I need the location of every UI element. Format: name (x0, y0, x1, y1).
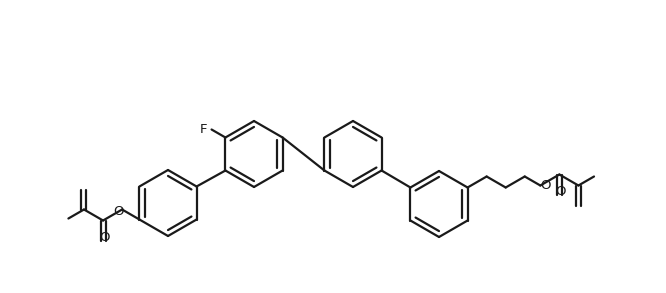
Text: O: O (555, 185, 565, 198)
Text: O: O (113, 205, 123, 218)
Text: O: O (99, 231, 109, 244)
Text: O: O (540, 179, 551, 192)
Text: F: F (200, 123, 207, 136)
